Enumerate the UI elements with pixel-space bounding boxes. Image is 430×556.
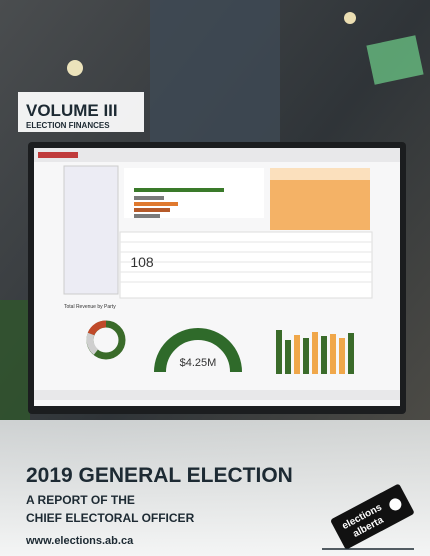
bar bbox=[134, 214, 160, 218]
light bbox=[344, 12, 356, 24]
volume-subtitle: ELECTION FINANCES bbox=[26, 121, 110, 130]
cover-title: 2019 GENERAL ELECTION bbox=[26, 464, 293, 487]
cover-subtitle: CHIEF ELECTORAL OFFICER bbox=[26, 511, 195, 525]
plant bbox=[0, 300, 30, 420]
bar bbox=[134, 202, 178, 206]
toolbar bbox=[34, 148, 400, 162]
light bbox=[67, 60, 83, 76]
tab-bar bbox=[34, 390, 400, 400]
person-silhouette bbox=[150, 0, 280, 150]
volume-title: VOLUME III bbox=[26, 101, 118, 120]
heatmap-row bbox=[270, 168, 370, 180]
bar bbox=[134, 208, 170, 212]
big-number: 108 bbox=[130, 254, 154, 270]
cover-subtitle: A REPORT OF THE bbox=[26, 493, 135, 507]
bar bbox=[134, 196, 164, 200]
toolbar-button bbox=[38, 152, 78, 158]
panel-title: Total Revenue by Party bbox=[64, 304, 116, 310]
cover: 108 Total Revenue by Party $4.25M VOLUME… bbox=[0, 0, 430, 556]
party-list bbox=[64, 166, 118, 294]
gauge-value: $4.25M bbox=[180, 357, 217, 369]
bar bbox=[134, 188, 224, 192]
cover-url: www.elections.ab.ca bbox=[25, 535, 134, 547]
